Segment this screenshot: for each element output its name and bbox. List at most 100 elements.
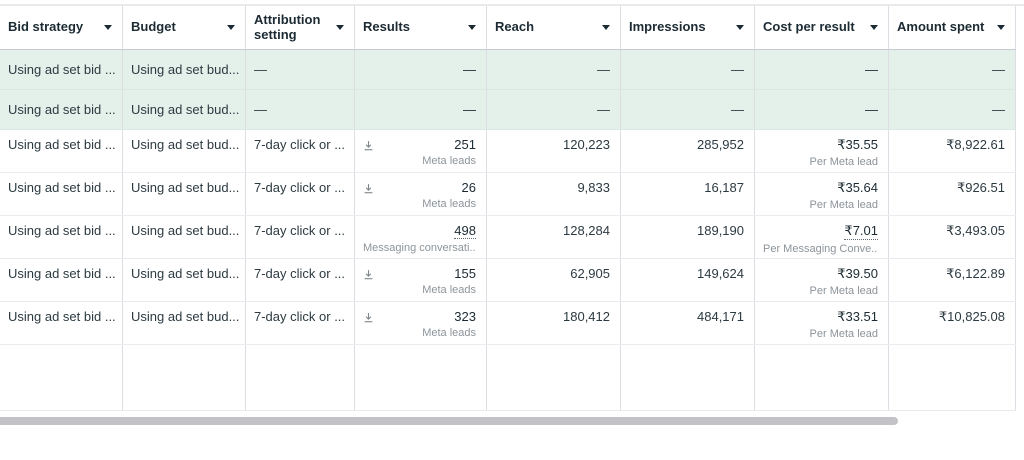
cell-cost_per_result: ₹35.55 Per Meta lead	[755, 130, 889, 172]
cell-amount_spent: ₹3,493.05	[889, 216, 1016, 258]
cell-bid_strategy: Using ad set bid ...	[0, 130, 123, 172]
table-header-row: Bid strategy Budget Attribution setting Res…	[0, 6, 1016, 50]
cell-results: 323 Meta leads	[355, 302, 487, 344]
cell-attribution: 7-day click or ...	[246, 302, 355, 344]
cell-impressions: 149,624	[621, 259, 755, 301]
campaign-table: Bid strategy Budget Attribution setting Res…	[0, 6, 1016, 411]
cell-empty	[355, 345, 487, 410]
column-header-label: Amount spent	[897, 19, 985, 35]
cell-bid_strategy: Using ad set bid ...	[0, 216, 123, 258]
column-header-amount_spent[interactable]: Amount spent	[889, 6, 1016, 49]
table-row[interactable]: Using ad set bid ... Using ad set bud... 7…	[0, 130, 1016, 173]
chevron-down-icon[interactable]	[468, 25, 476, 30]
cell-cost_per_result: ₹7.01 Per Messaging Conve...	[755, 216, 889, 258]
chevron-down-icon[interactable]	[602, 25, 610, 30]
chevron-down-icon[interactable]	[997, 25, 1005, 30]
cell-value: 251	[454, 137, 476, 152]
cell-budget: Using ad set bud...	[123, 173, 246, 215]
cell-value[interactable]: 498	[454, 223, 476, 239]
cell-empty	[487, 345, 621, 410]
cell-attribution: 7-day click or ...	[246, 216, 355, 258]
cell-empty	[0, 345, 123, 410]
cell-empty	[246, 345, 355, 410]
cell-bid_strategy: Using ad set bid ...	[0, 259, 123, 301]
download-icon[interactable]	[363, 312, 374, 323]
cell-bid_strategy: Using ad set bid ...	[0, 173, 123, 215]
cell-cost_per_result: ₹33.51 Per Meta lead	[755, 302, 889, 344]
cell-sublabel: Meta leads	[422, 327, 476, 339]
cell-budget: Using ad set bud...	[123, 216, 246, 258]
column-header-results[interactable]: Results	[355, 6, 487, 49]
cell-sublabel: Meta leads	[422, 198, 476, 210]
cell-amount_spent: ₹8,922.61	[889, 130, 1016, 172]
cell-value: —	[463, 102, 476, 117]
cell-sublabel: Per Meta lead	[809, 328, 878, 340]
cell-value[interactable]: ₹7.01	[844, 223, 878, 240]
cell-sublabel: Messaging conversati...	[363, 242, 476, 254]
cell-value: ₹39.50	[837, 266, 878, 281]
cell-bid_strategy: Using ad set bid ...	[0, 50, 123, 89]
column-header-budget[interactable]: Budget	[123, 6, 246, 49]
column-header-attribution[interactable]: Attribution setting	[246, 6, 355, 49]
cell-impressions: —	[621, 50, 755, 89]
cell-reach: 9,833	[487, 173, 621, 215]
cell-value: 155	[454, 266, 476, 281]
cell-bid_strategy: Using ad set bid ...	[0, 90, 123, 129]
cell-reach: —	[487, 90, 621, 129]
table-row[interactable]: Using ad set bid ... Using ad set bud... 7…	[0, 216, 1016, 259]
download-icon[interactable]	[363, 140, 374, 151]
cell-sublabel: Meta leads	[422, 155, 476, 167]
table-body: Using ad set bid ... Using ad set bud... —…	[0, 50, 1016, 411]
cell-value: —	[865, 62, 878, 77]
column-header-impressions[interactable]: Impressions	[621, 6, 755, 49]
download-icon[interactable]	[363, 269, 374, 280]
cell-bid_strategy: Using ad set bid ...	[0, 302, 123, 344]
table-row[interactable]: Using ad set bid ... Using ad set bud... 7…	[0, 259, 1016, 302]
chevron-down-icon[interactable]	[870, 25, 878, 30]
cell-reach: 180,412	[487, 302, 621, 344]
cell-empty	[755, 345, 889, 410]
chevron-down-icon[interactable]	[736, 25, 744, 30]
column-header-bid_strategy[interactable]: Bid strategy	[0, 6, 123, 49]
download-icon[interactable]	[363, 183, 374, 194]
cell-empty	[621, 345, 755, 410]
cell-reach: 62,905	[487, 259, 621, 301]
column-header-label: Bid strategy	[8, 19, 84, 35]
table-row[interactable]: Using ad set bid ... Using ad set bud... 7…	[0, 173, 1016, 216]
column-header-cost_per_result[interactable]: Cost per result	[755, 6, 889, 49]
cell-value: 26	[461, 180, 476, 195]
cell-impressions: 189,190	[621, 216, 755, 258]
cell-attribution: 7-day click or ...	[246, 259, 355, 301]
cell-amount_spent: ₹926.51	[889, 173, 1016, 215]
cell-attribution: —	[246, 90, 355, 129]
cell-impressions: 16,187	[621, 173, 755, 215]
chevron-down-icon[interactable]	[336, 25, 344, 30]
cell-empty	[889, 345, 1016, 410]
horizontal-scrollbar-thumb[interactable]	[0, 417, 898, 425]
cell-results: 498 Messaging conversati...	[355, 216, 487, 258]
cell-empty	[123, 345, 246, 410]
cell-reach: 120,223	[487, 130, 621, 172]
column-header-label: Budget	[131, 19, 176, 35]
chevron-down-icon[interactable]	[227, 25, 235, 30]
cell-results: —	[355, 50, 487, 89]
cell-attribution: —	[246, 50, 355, 89]
table-row-empty	[0, 345, 1016, 411]
cell-reach: 128,284	[487, 216, 621, 258]
cell-sublabel: Meta leads	[422, 284, 476, 296]
table-row[interactable]: Using ad set bid ... Using ad set bud... 7…	[0, 302, 1016, 345]
cell-sublabel: Per Meta lead	[809, 156, 878, 168]
cell-cost_per_result: ₹39.50 Per Meta lead	[755, 259, 889, 301]
cell-value: —	[865, 102, 878, 117]
cell-impressions: 484,171	[621, 302, 755, 344]
table-row[interactable]: Using ad set bid ... Using ad set bud... —…	[0, 50, 1016, 90]
cell-reach: —	[487, 50, 621, 89]
cell-attribution: 7-day click or ...	[246, 173, 355, 215]
column-header-label: Attribution setting	[254, 11, 321, 42]
column-header-reach[interactable]: Reach	[487, 6, 621, 49]
cell-amount_spent: ₹6,122.89	[889, 259, 1016, 301]
cell-amount_spent: —	[889, 90, 1016, 129]
cell-sublabel: Per Meta lead	[809, 285, 878, 297]
table-row[interactable]: Using ad set bid ... Using ad set bud... —…	[0, 90, 1016, 130]
chevron-down-icon[interactable]	[104, 25, 112, 30]
